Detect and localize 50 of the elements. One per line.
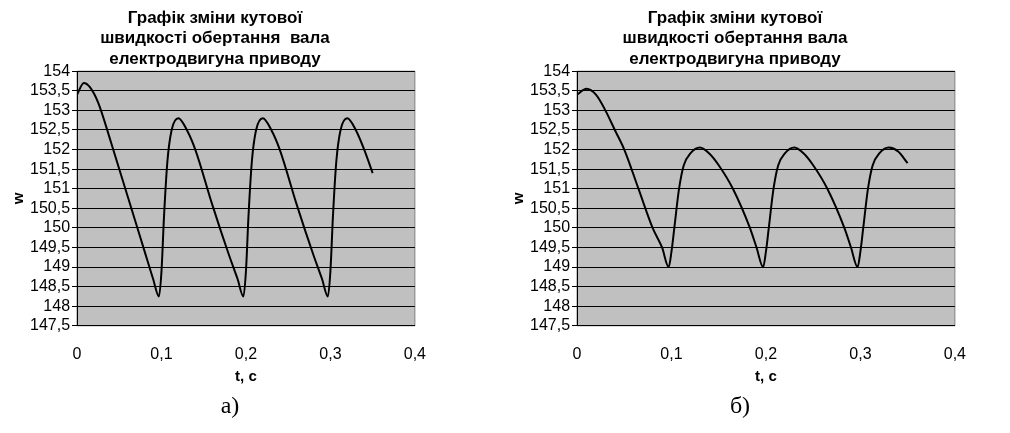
y-tick-label: 151 <box>543 179 571 197</box>
x-tick-label: 0,2 <box>754 344 778 362</box>
text: швидкості обертання вала <box>100 28 330 48</box>
x-axis-title: t, c <box>235 367 257 385</box>
text: а) <box>219 392 241 419</box>
y-tick-label: 153 <box>543 100 571 118</box>
text: б) <box>728 392 752 419</box>
y-tick-label: 153,5 <box>29 81 71 99</box>
text: швидкості обертання вала <box>622 28 848 48</box>
y-tick-label: 149 <box>43 257 71 275</box>
y-tick-label: 151 <box>43 179 71 197</box>
y-tick-label: 154 <box>543 61 571 79</box>
x-tick-label: 0,3 <box>319 344 342 362</box>
y-tick-label: 152 <box>43 139 71 157</box>
y-tick-label: 149,5 <box>29 237 71 255</box>
x-tick-label: 0 <box>572 344 582 362</box>
x-tick-label: 0,1 <box>660 344 683 362</box>
y-axis-title: w <box>9 192 27 206</box>
y-tick-label: 148 <box>43 296 71 314</box>
y-tick-label: 148,5 <box>29 277 71 295</box>
y-tick-label: 148 <box>543 296 571 314</box>
y-tick-label: 150,5 <box>529 198 571 216</box>
x-tick-label: 0 <box>72 344 82 362</box>
y-tick-label: 147,5 <box>529 316 571 334</box>
y-tick-label: 153 <box>43 100 71 118</box>
x-axis-title: t, c <box>755 367 777 385</box>
y-tick-label: 150 <box>43 218 71 236</box>
y-tick-label: 150 <box>543 218 571 236</box>
x-tick-label: 0,4 <box>943 344 967 362</box>
y-axis-title: w <box>509 192 527 206</box>
y-tick-label: 151,5 <box>29 159 71 177</box>
text: електродвигуна приводу <box>109 48 321 68</box>
text: Графік зміни кутової <box>127 7 303 27</box>
y-tick-label: 152 <box>543 139 571 157</box>
y-tick-label: 152,5 <box>529 120 571 138</box>
text: електродвигуна приводу <box>629 48 841 68</box>
y-tick-label: 147,5 <box>29 316 71 334</box>
y-tick-label: 151,5 <box>529 159 571 177</box>
x-tick-label: 0,1 <box>150 344 173 362</box>
y-tick-label: 149 <box>543 257 571 275</box>
y-tick-label: 153,5 <box>529 81 571 99</box>
x-tick-label: 0,3 <box>849 344 872 362</box>
x-tick-label: 0,4 <box>403 344 427 362</box>
text: Графік зміни кутової <box>647 7 823 27</box>
y-tick-label: 154 <box>43 61 71 79</box>
y-tick-label: 148,5 <box>529 277 571 295</box>
y-tick-label: 152,5 <box>29 120 71 138</box>
x-tick-label: 0,2 <box>234 344 258 362</box>
y-tick-label: 150,5 <box>29 198 71 216</box>
y-tick-label: 149,5 <box>529 237 571 255</box>
